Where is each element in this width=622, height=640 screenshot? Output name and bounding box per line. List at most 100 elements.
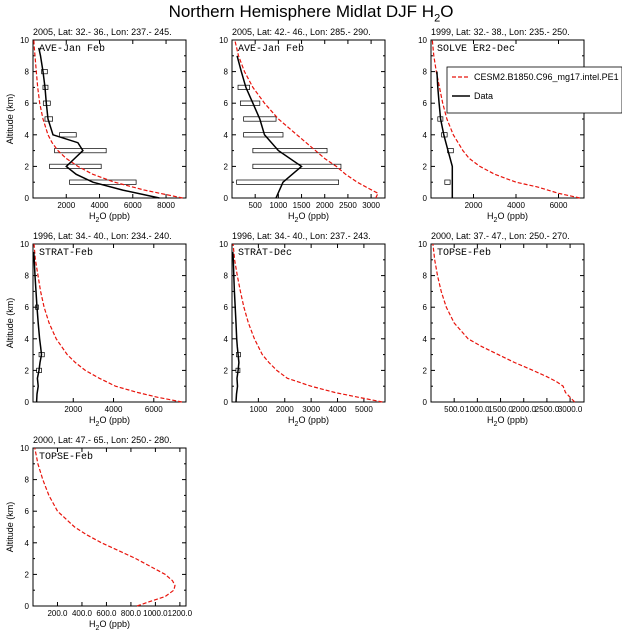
model-line [232, 243, 383, 403]
panel-label: SOLVE ER2-Dec [437, 44, 515, 55]
panel-label: AVE-Jan Feb [238, 43, 304, 55]
y-tick-label: 0 [25, 602, 30, 611]
y-tick-label: 6 [25, 99, 30, 108]
plot-frame [32, 447, 187, 607]
panel-header: 2000, Lat: 37.- 47., Lon: 250.- 270. [431, 231, 570, 241]
x-tick-label: 3000.0 [558, 405, 583, 414]
legend: CESM2.B1850.C96_mg17.intel.PE1 Data [446, 66, 622, 114]
data-range-bar [236, 179, 339, 185]
data-range-bar [252, 163, 342, 169]
x-axis-label: H2O (ppb) [288, 211, 329, 224]
chart-panel-2: 2005, Lat: 42.- 46., Lon: 285.- 290. 0 2 4 6… [219, 27, 386, 224]
y-tick-label: 6 [25, 303, 30, 312]
plot-frame [231, 243, 386, 403]
chart-panel-1: 2005, Lat: 32.- 36., Lon: 237.- 245. 0 2 4 6… [5, 27, 187, 224]
data-line [236, 55, 303, 199]
chart-panel-5: 1996, Lat: 34.- 40., Lon: 237.- 243. 0 2 4 6… [219, 231, 386, 428]
y-tick-label: 10 [219, 36, 228, 45]
panel-label: AVE-Jan Feb [39, 43, 105, 55]
plot-frame [32, 243, 187, 403]
y-tick-label: 2 [224, 162, 229, 171]
x-tick-label: 2000 [57, 201, 75, 210]
data-line [436, 71, 454, 198]
y-tick-label: 8 [25, 272, 30, 281]
panel-header: 2005, Lat: 32.- 36., Lon: 237.- 245. [33, 27, 172, 37]
x-tick-label: 1500 [293, 201, 311, 210]
plot-frame [32, 39, 187, 199]
data-range-bar [444, 179, 451, 185]
panel-header: 1999, Lat: 32.- 38., Lon: 235.- 250. [431, 27, 570, 37]
chart-panel-7: 2000, Lat: 47.- 65., Lon: 250.- 280. 0 2 4 6… [5, 435, 193, 632]
y-tick-label: 10 [418, 240, 427, 249]
x-tick-label: 4000 [507, 201, 525, 210]
x-tick-label: 1000 [269, 201, 287, 210]
x-tick-label: 400.0 [72, 609, 93, 618]
y-tick-label: 0 [423, 194, 428, 203]
x-tick-label: 200.0 [47, 609, 68, 618]
x-tick-label: 600.0 [96, 609, 117, 618]
chart-panel-4: 1996, Lat: 34.- 40., Lon: 234.- 240. 0 2 4 6… [5, 231, 187, 428]
data-range-bar [252, 148, 328, 154]
panel-label: STRAT-Dec [238, 248, 292, 259]
data-range-bar [239, 100, 261, 106]
x-axis-label: H2O (ppb) [89, 415, 130, 428]
y-tick-label: 8 [423, 272, 428, 281]
x-tick-label: 3000 [362, 201, 380, 210]
legend-box [446, 66, 622, 114]
y-tick-label: 8 [224, 272, 229, 281]
y-tick-label: 0 [423, 398, 428, 407]
x-tick-label: 500.0 [444, 405, 465, 414]
panel-label: TOPSE-Feb [437, 247, 491, 259]
x-tick-label: 2000 [64, 405, 82, 414]
panel-header: 2000, Lat: 47.- 65., Lon: 250.- 280. [33, 435, 172, 445]
x-axis-label: H2O (ppb) [288, 415, 329, 428]
y-tick-label: 4 [224, 131, 229, 140]
data-line [38, 47, 160, 199]
y-tick-label: 2 [224, 366, 229, 375]
y-tick-label: 0 [224, 398, 229, 407]
legend-data-label: Data [474, 91, 493, 101]
y-tick-label: 10 [418, 36, 427, 45]
y-tick-label: 8 [25, 68, 30, 77]
y-tick-label: 0 [224, 194, 229, 203]
model-line [234, 39, 379, 199]
data-line [33, 251, 43, 403]
model-line [432, 243, 576, 403]
y-tick-label: 0 [25, 194, 30, 203]
x-tick-label: 800.0 [121, 609, 142, 618]
y-tick-label: 8 [423, 68, 428, 77]
data-range-bar [41, 69, 48, 75]
chart-panel-3: 1999, Lat: 32.- 38., Lon: 235.- 250. 0 2 4 6… [418, 27, 622, 224]
y-tick-label: 2 [423, 162, 428, 171]
y-tick-label: 2 [25, 162, 30, 171]
data-range-bar [237, 84, 250, 90]
plot-frame [231, 39, 386, 199]
y-tick-label: 6 [25, 507, 30, 516]
data-range-bar [69, 179, 137, 185]
y-tick-label: 2 [25, 366, 30, 375]
legend-model-label: CESM2.B1850.C96_mg17.intel.PE1 [474, 72, 619, 82]
x-axis-label: H2O (ppb) [89, 211, 130, 224]
x-tick-label: 4000 [105, 405, 123, 414]
model-line [431, 39, 580, 199]
model-line [33, 39, 183, 199]
chart-panel-6: 2000, Lat: 37.- 47., Lon: 250.- 270. 0 2 4 6… [418, 231, 585, 428]
x-tick-label: 5000 [355, 405, 373, 414]
data-line [232, 251, 240, 403]
x-tick-label: 6000 [124, 201, 142, 210]
x-axis-label: H2O (ppb) [89, 619, 130, 632]
panel-header: 1996, Lat: 34.- 40., Lon: 234.- 240. [33, 231, 172, 241]
panel-header: 2005, Lat: 42.- 46., Lon: 285.- 290. [232, 27, 371, 37]
y-axis-label: Altitude (km) [5, 298, 15, 349]
y-tick-label: 0 [25, 398, 30, 407]
x-tick-label: 500 [249, 201, 263, 210]
panel-header: 1996, Lat: 34.- 40., Lon: 237.- 243. [232, 231, 371, 241]
y-tick-label: 6 [224, 99, 229, 108]
y-tick-label: 4 [224, 335, 229, 344]
x-tick-label: 3000 [302, 405, 320, 414]
x-axis-label: H2O (ppb) [487, 415, 528, 428]
x-tick-label: 2500.0 [535, 405, 560, 414]
y-tick-label: 2 [423, 366, 428, 375]
x-tick-label: 1000.0 [143, 609, 168, 618]
